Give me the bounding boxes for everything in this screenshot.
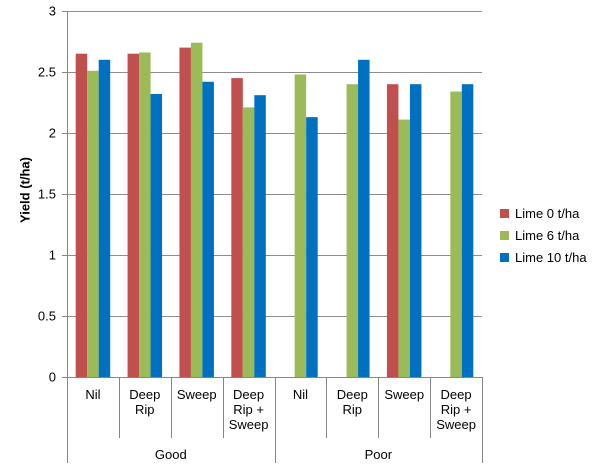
bar-lime-0-t-ha-7 <box>386 84 399 377</box>
x-tick-label: Deep Rip <box>129 387 160 417</box>
y-tick-label: 1.5 <box>38 187 56 202</box>
bar-lime-6-t-ha-6 <box>346 84 359 377</box>
bar-lime-6-t-ha-3 <box>190 42 203 377</box>
legend-label-lime-6: Lime 6 t/ha <box>515 227 580 243</box>
legend-swatch-lime-0 <box>500 208 509 218</box>
bar-lime-10-t-ha-1 <box>98 59 111 378</box>
bar-lime-6-t-ha-2 <box>139 52 151 377</box>
bar-lime-6-t-ha-1 <box>87 70 99 377</box>
y-tick-label: 2.5 <box>38 65 56 80</box>
legend-label-lime-0: Lime 0 t/ha <box>515 205 580 221</box>
legend-label-lime-10: Lime 10 t/ha <box>515 249 587 265</box>
bar-lime-10-t-ha-3 <box>202 81 214 377</box>
bar-lime-10-t-ha-7 <box>409 84 422 377</box>
legend-swatch-lime-6 <box>500 230 509 240</box>
bar-lime-10-t-ha-4 <box>254 95 266 378</box>
bar-lime-0-t-ha-4 <box>231 78 243 377</box>
x-tick-label: Deep Rip <box>337 387 368 417</box>
y-axis-title-text: Yield (t/ha) <box>17 157 33 223</box>
legend-item-lime-10: Lime 10 t/ha <box>500 246 587 268</box>
x-tick-label: Sweep <box>177 387 217 402</box>
bar-lime-10-t-ha-6 <box>358 59 370 378</box>
bar-lime-6-t-ha-7 <box>398 119 410 377</box>
legend: Lime 0 t/ha Lime 6 t/ha Lime 10 t/ha <box>500 202 587 268</box>
legend-swatch-lime-10 <box>500 252 509 262</box>
bar-series <box>75 42 474 378</box>
bar-lime-10-t-ha-8 <box>461 84 474 377</box>
x-tick-label: Nil <box>293 387 308 402</box>
legend-item-lime-0: Lime 0 t/ha <box>500 202 587 224</box>
x-tick-label: Deep Rip + Sweep <box>436 387 476 432</box>
bar-lime-6-t-ha-4 <box>242 107 255 377</box>
y-tick-label: 0.5 <box>38 309 56 324</box>
bar-lime-10-t-ha-5 <box>306 117 318 377</box>
y-tick-label: 2 <box>49 126 56 141</box>
y-tick-label: 3 <box>49 4 56 19</box>
bar-lime-6-t-ha-8 <box>450 91 462 378</box>
x-tick-label: Deep Rip + Sweep <box>229 387 269 432</box>
bar-lime-0-t-ha-3 <box>179 47 191 377</box>
x-tick-label: Sweep <box>384 387 424 402</box>
bar-lime-0-t-ha-1 <box>75 53 88 377</box>
y-tick-label: 1 <box>49 248 56 263</box>
y-axis-title: Yield (t/ha) <box>10 140 40 240</box>
y-tick-label: 0 <box>49 370 56 385</box>
group-label-good: Good <box>155 447 187 462</box>
bar-lime-10-t-ha-2 <box>150 93 163 378</box>
legend-item-lime-6: Lime 6 t/ha <box>500 224 587 246</box>
y-tick-labels: 0 0.5 1 1.5 2 2.5 3 <box>38 4 56 385</box>
x-tick-label: Nil <box>85 387 100 402</box>
x-tick-labels: Nil Deep Rip Sweep Deep Rip + Sweep Nil Deep Rip S… <box>85 387 476 462</box>
axes <box>62 11 483 463</box>
bar-lime-6-t-ha-5 <box>294 74 307 377</box>
bar-lime-0-t-ha-2 <box>127 53 140 377</box>
group-label-poor: Poor <box>365 447 393 462</box>
